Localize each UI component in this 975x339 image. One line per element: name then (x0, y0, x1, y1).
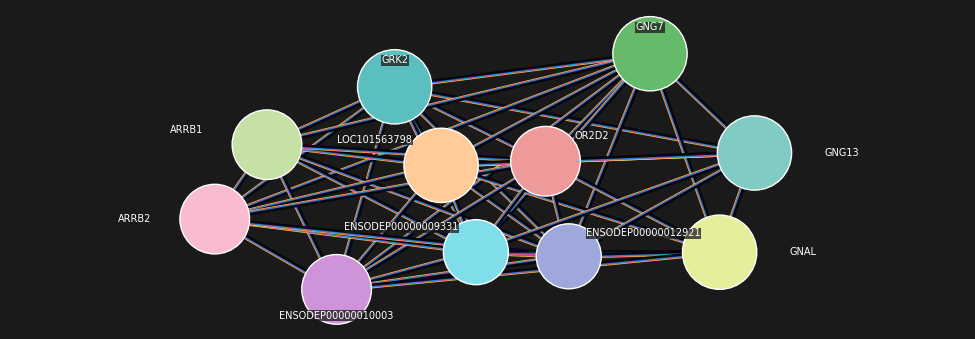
Text: GRK2: GRK2 (381, 55, 409, 65)
Text: ENSODEP00000010003: ENSODEP00000010003 (280, 311, 394, 321)
Ellipse shape (302, 255, 371, 324)
Ellipse shape (682, 215, 757, 289)
Ellipse shape (358, 50, 432, 124)
Text: ENSODEP00000009331: ENSODEP00000009331 (344, 222, 458, 232)
Ellipse shape (404, 128, 478, 202)
Text: ARRB1: ARRB1 (170, 125, 203, 135)
Text: ENSODEP00000012921: ENSODEP00000012921 (586, 228, 701, 238)
Ellipse shape (180, 184, 250, 254)
Ellipse shape (232, 110, 302, 180)
Ellipse shape (613, 17, 687, 91)
Ellipse shape (511, 126, 580, 196)
Ellipse shape (718, 116, 792, 190)
Ellipse shape (536, 224, 602, 289)
Text: OR2D2: OR2D2 (574, 131, 609, 141)
Text: GNG7: GNG7 (636, 22, 664, 32)
Text: LOC101563798: LOC101563798 (337, 135, 412, 145)
Text: GNAL: GNAL (790, 247, 816, 257)
Text: GNG13: GNG13 (824, 148, 859, 158)
Text: ARRB2: ARRB2 (118, 214, 151, 224)
Ellipse shape (444, 220, 508, 285)
